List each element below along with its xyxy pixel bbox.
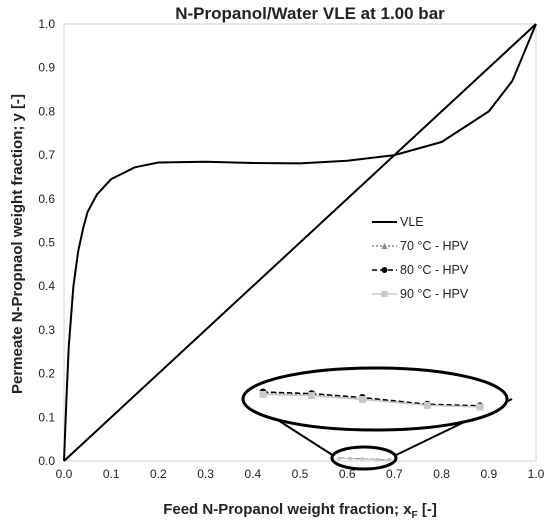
legend-label: 70 °C - HPV [400, 239, 469, 253]
hpv-point-zoom [259, 390, 267, 398]
hpv-point-zoom [476, 403, 484, 411]
x-tick-label: 0.4 [244, 467, 261, 481]
chart-title: N-Propanol/Water VLE at 1.00 bar [175, 4, 445, 23]
y-tick-label: 0.6 [38, 192, 55, 206]
hpv-point-small [360, 457, 364, 461]
x-tick-label: 0.2 [150, 467, 167, 481]
x-axis-label: Feed N-Propanol weight fraction; xF [-] [163, 501, 437, 521]
x-tick-label: 0.8 [433, 467, 450, 481]
y-tick-label: 0.7 [38, 148, 55, 162]
legend-label: 90 °C - HPV [400, 287, 469, 301]
x-tick-label: 0.3 [197, 467, 214, 481]
legend-marker [381, 291, 388, 297]
x-tick-label: 0.5 [292, 467, 309, 481]
x-tick-label: 1.0 [528, 467, 545, 481]
y-tick-label: 0.3 [38, 323, 55, 337]
x-tick-label: 0.9 [480, 467, 497, 481]
y-axis-ticks: 0.0 0.1 0.2 0.3 0.4 0.5 0.6 0.7 0.8 0.9 1.0 [38, 17, 55, 468]
y-tick-label: 0.4 [38, 279, 55, 293]
y-tick-label: 1.0 [38, 17, 55, 31]
plot-area [63, 23, 537, 462]
legend-marker [381, 267, 388, 273]
y-axis-label: Permeate N-Propnaol weight fraction; y [… [9, 94, 26, 394]
zoom-callout [241, 366, 513, 471]
hpv-point-zoom [308, 392, 316, 400]
y-tick-label: 0.9 [38, 61, 55, 75]
legend-label: 80 °C - HPV [400, 263, 469, 277]
y-tick-label: 0.0 [38, 454, 55, 468]
series-layer [63, 23, 537, 462]
y-tick-label: 0.8 [38, 104, 55, 118]
x-tick-label: 0.0 [56, 467, 73, 481]
zoom-inset-points [259, 388, 484, 411]
hpv-point-zoom [423, 401, 431, 409]
hpv-point-small [388, 458, 392, 462]
y-tick-label: 0.5 [38, 236, 55, 250]
legend-label: VLE [400, 215, 424, 229]
x-tick-label: 0.7 [386, 467, 403, 481]
hpv-point-small [349, 457, 353, 461]
vle-curve [63, 23, 537, 462]
x-tick-label: 0.6 [339, 467, 356, 481]
y-tick-label: 0.2 [38, 367, 55, 381]
x-tick-label: 0.1 [103, 467, 120, 481]
legend-marker [381, 243, 388, 249]
legend: VLE 70 °C - HPV 80 °C - HPV 90 °C - HPV [372, 215, 469, 301]
x-axis-ticks: 0.0 0.1 0.2 0.3 0.4 0.5 0.6 0.7 0.8 0.9 1.0 [56, 467, 545, 481]
diagonal-line [63, 23, 537, 462]
zoom-source-ellipse [330, 445, 398, 471]
hpv-point-zoom [358, 396, 366, 403]
hpv-point-small [375, 458, 379, 462]
y-tick-label: 0.1 [38, 410, 55, 424]
hpv-series-zoom [262, 392, 481, 407]
hpv-point-small [337, 456, 341, 460]
